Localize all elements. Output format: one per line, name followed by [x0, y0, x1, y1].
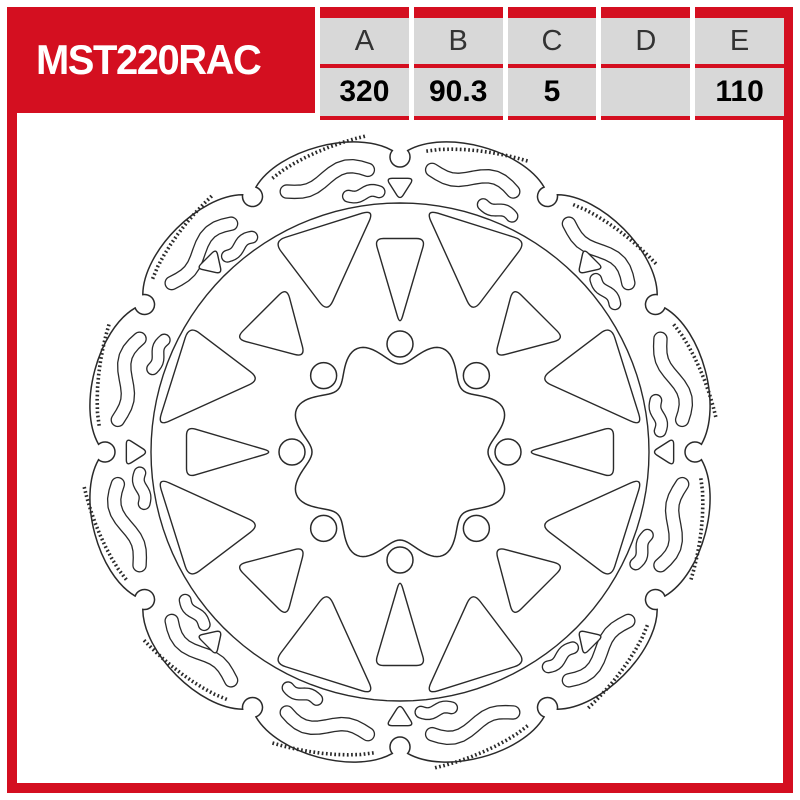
product-code-box: MST220RAC: [7, 7, 315, 113]
spec-value-cell: 320: [320, 68, 409, 116]
spec-header-cell: C: [507, 18, 597, 64]
spec-value-cell: 90.3: [413, 68, 503, 116]
product-code: MST220RAC: [36, 36, 262, 83]
spec-value-cell: 110: [695, 68, 784, 116]
carrier-openings: [125, 177, 675, 727]
red-frame: [7, 7, 793, 793]
band-inner-edge: [150, 202, 650, 702]
spec-column-b: B 90.3: [413, 7, 503, 120]
spec-header-cell: A: [320, 18, 409, 64]
hub: [294, 346, 506, 558]
spec-column-c: C 5: [507, 7, 597, 120]
rim-hatching: [81, 133, 719, 771]
spec-table: A 320 B 90.3 C 5 D E 110: [315, 7, 784, 120]
spec-value-cell: 5: [507, 68, 597, 116]
spec-value-cell: [601, 68, 691, 116]
rim-slots: [106, 158, 694, 746]
spec-column-d: D: [601, 7, 691, 120]
spec-header-cell: D: [601, 18, 691, 64]
bolt-holes: [278, 330, 522, 574]
spec-column-a: A 320: [320, 7, 409, 120]
spec-column-e: E 110: [695, 7, 784, 120]
spec-header-cell: B: [413, 18, 503, 64]
spec-header-cell: E: [695, 18, 784, 64]
